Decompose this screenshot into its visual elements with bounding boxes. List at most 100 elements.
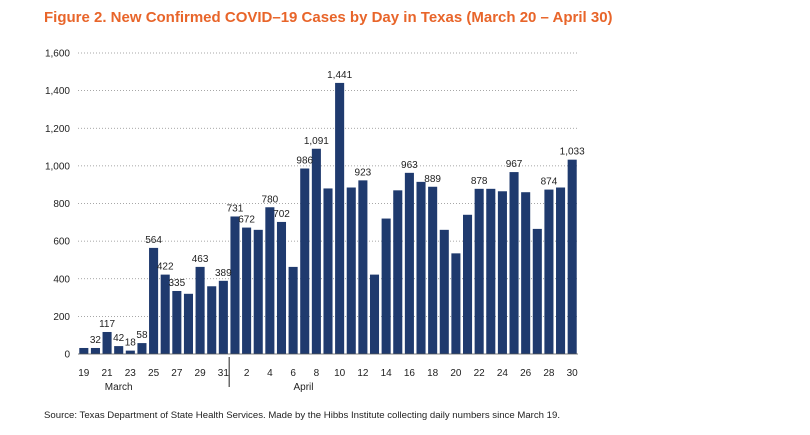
bar bbox=[311, 148, 321, 354]
bar bbox=[544, 189, 554, 354]
source-note: Source: Texas Department of State Health… bbox=[44, 410, 561, 421]
bar bbox=[230, 216, 240, 354]
bar bbox=[358, 180, 368, 354]
data-label: 1,033 bbox=[560, 147, 585, 158]
y-tick-label: 600 bbox=[53, 237, 70, 248]
bar bbox=[102, 331, 112, 354]
bar bbox=[242, 227, 252, 354]
data-label: 335 bbox=[168, 278, 185, 289]
y-tick-label: 1,000 bbox=[45, 161, 70, 172]
data-label: 731 bbox=[227, 203, 244, 214]
x-tick-label: 21 bbox=[102, 368, 114, 379]
bar bbox=[160, 274, 170, 354]
bar bbox=[381, 218, 391, 354]
month-label: April bbox=[293, 382, 313, 393]
bar bbox=[300, 168, 310, 354]
x-tick-label: 8 bbox=[314, 368, 320, 379]
y-tick-label: 0 bbox=[64, 350, 70, 361]
bar bbox=[486, 188, 496, 354]
x-tick-label: 18 bbox=[427, 368, 439, 379]
x-tick-label: 27 bbox=[171, 368, 183, 379]
bar bbox=[404, 172, 414, 354]
bar bbox=[172, 290, 182, 354]
data-label: 702 bbox=[273, 209, 290, 220]
y-tick-label: 800 bbox=[53, 199, 70, 210]
bar bbox=[335, 82, 345, 355]
bar bbox=[393, 190, 403, 354]
x-tick-label: 14 bbox=[381, 368, 393, 379]
data-label: 889 bbox=[424, 174, 441, 185]
x-tick-label: 28 bbox=[543, 368, 555, 379]
bar bbox=[497, 191, 507, 354]
bar bbox=[416, 181, 426, 354]
bar bbox=[463, 214, 473, 354]
data-label: 874 bbox=[541, 177, 558, 188]
data-label: 117 bbox=[99, 319, 115, 330]
bar bbox=[532, 228, 542, 354]
data-label: 923 bbox=[355, 167, 372, 178]
chart-title: Figure 2. New Confirmed COVID–19 Cases b… bbox=[44, 9, 613, 26]
data-label: 32 bbox=[90, 335, 102, 346]
bar bbox=[79, 347, 89, 354]
data-label: 878 bbox=[471, 176, 488, 187]
data-label: 42 bbox=[113, 333, 125, 344]
x-tick-label: 16 bbox=[404, 368, 416, 379]
x-tick-label: 6 bbox=[290, 368, 296, 379]
bar bbox=[218, 280, 228, 354]
bar bbox=[137, 343, 147, 354]
bar bbox=[125, 350, 135, 354]
x-tick-label: 31 bbox=[218, 368, 230, 379]
x-tick-label: 22 bbox=[474, 368, 486, 379]
bars bbox=[79, 82, 577, 355]
data-label: 564 bbox=[145, 235, 162, 246]
bar bbox=[369, 274, 380, 354]
y-tick-label: 1,200 bbox=[45, 124, 70, 135]
x-tick-label: 12 bbox=[357, 368, 369, 379]
x-tick-label: 2 bbox=[244, 368, 250, 379]
x-tick-label: 26 bbox=[520, 368, 532, 379]
x-tick-label: 29 bbox=[195, 368, 207, 379]
data-label: 463 bbox=[192, 254, 209, 265]
x-tick-label: 19 bbox=[78, 368, 90, 379]
bar bbox=[183, 293, 193, 354]
data-label: 1,091 bbox=[304, 136, 329, 147]
bar bbox=[556, 187, 566, 354]
data-label: 986 bbox=[296, 156, 313, 167]
bar bbox=[276, 221, 287, 354]
bar bbox=[451, 253, 461, 354]
bar bbox=[521, 192, 531, 354]
data-label: 780 bbox=[262, 194, 279, 205]
data-label: 672 bbox=[238, 215, 255, 226]
bar bbox=[195, 266, 205, 354]
bar bbox=[509, 172, 519, 354]
bar bbox=[207, 286, 217, 354]
y-tick-label: 1,600 bbox=[45, 49, 70, 60]
x-tick-label: 4 bbox=[267, 368, 273, 379]
bar bbox=[474, 188, 484, 354]
x-tick-label: 23 bbox=[125, 368, 137, 379]
data-label: 1,441 bbox=[327, 70, 352, 81]
x-tick-label: 24 bbox=[497, 368, 509, 379]
y-tick-label: 1,400 bbox=[45, 86, 70, 97]
bar bbox=[346, 187, 356, 354]
bar bbox=[439, 229, 449, 354]
bar bbox=[90, 347, 100, 354]
bar bbox=[288, 266, 298, 354]
x-tick-label: 20 bbox=[450, 368, 462, 379]
data-label: 58 bbox=[136, 330, 148, 341]
data-label: 963 bbox=[401, 160, 418, 171]
y-tick-label: 400 bbox=[53, 274, 70, 285]
bar bbox=[265, 207, 275, 354]
data-label: 422 bbox=[157, 262, 174, 273]
bar bbox=[253, 229, 263, 354]
x-tick-label: 30 bbox=[567, 368, 579, 379]
data-label: 967 bbox=[506, 159, 523, 170]
data-label: 18 bbox=[125, 338, 137, 349]
bar bbox=[323, 188, 333, 354]
y-axis: 0 200 400 600 800 1,000 1,200 1,400 1,600 bbox=[45, 49, 70, 361]
data-label: 389 bbox=[215, 268, 232, 279]
bar bbox=[149, 247, 159, 354]
bar bbox=[567, 159, 577, 354]
